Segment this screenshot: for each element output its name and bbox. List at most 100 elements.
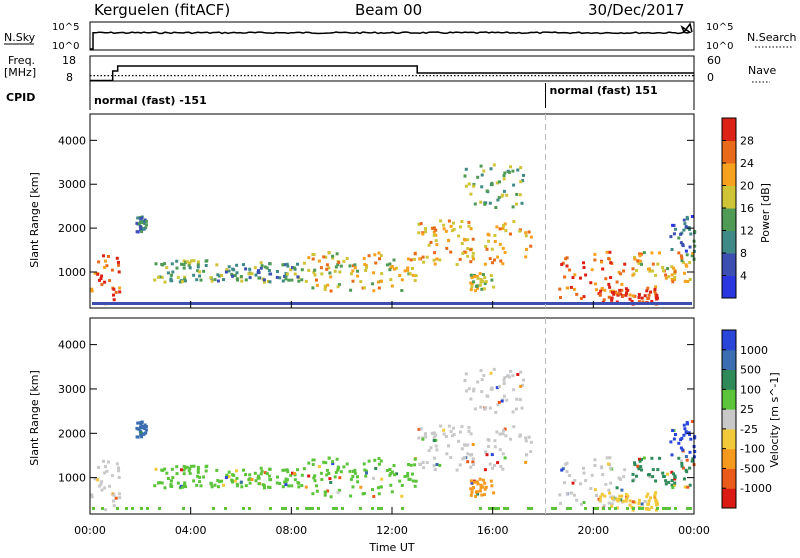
velocity-ground-cell <box>311 507 314 510</box>
power-cell <box>291 266 294 270</box>
power-cell <box>568 268 572 272</box>
velocity-cell <box>287 484 291 488</box>
power-cell <box>609 289 613 293</box>
power-ground-cell <box>548 302 551 305</box>
power-cell <box>364 264 368 268</box>
velocity-cell <box>112 499 115 503</box>
power-cell <box>170 262 174 266</box>
power-cell <box>624 293 628 297</box>
velocity-cell <box>107 460 110 464</box>
power-cell <box>498 227 502 231</box>
power-cell <box>490 247 494 251</box>
power-ground-cell <box>335 302 338 305</box>
velocity-cell <box>220 479 224 483</box>
power-cell <box>608 285 612 289</box>
velocity-ground-cell <box>308 507 311 510</box>
power-cell <box>248 276 252 280</box>
freq-series <box>90 65 694 82</box>
power-cell <box>662 269 665 273</box>
power-ground-cell <box>590 302 593 305</box>
power-cell <box>325 267 329 271</box>
velocity-cell <box>449 456 453 459</box>
power-ground-cell <box>581 302 584 305</box>
power-cell <box>524 255 528 259</box>
power-cell <box>620 282 624 286</box>
velocity-cell <box>460 447 464 451</box>
velocity-cell <box>637 467 641 471</box>
power-cell <box>438 258 442 262</box>
velocity-cell <box>509 369 513 373</box>
velocity-cell <box>608 491 612 495</box>
velocity-cell <box>628 499 632 503</box>
velocity-cell <box>466 460 470 464</box>
power-ground-cell <box>506 302 509 305</box>
power-cell <box>293 266 296 270</box>
power-ground-cell <box>494 302 497 305</box>
velocity-cell <box>262 486 266 490</box>
power-cell <box>257 276 261 280</box>
power-cell <box>231 274 234 278</box>
velocity-cell <box>449 430 453 433</box>
power-cell <box>378 257 381 261</box>
velocity-cell <box>231 473 235 477</box>
velocity-cell <box>658 456 661 460</box>
power-ground-cell <box>188 302 191 305</box>
velocity-ground-cell <box>602 507 605 510</box>
power-cell <box>473 202 477 206</box>
velocity-cell <box>265 472 269 476</box>
power-cell <box>582 261 585 265</box>
power-ground-cell <box>284 302 287 305</box>
power-cell <box>565 264 569 268</box>
power-cell <box>180 262 183 266</box>
velocity-ground-cell <box>284 507 287 510</box>
power-cell <box>482 287 486 291</box>
power-cell <box>640 252 643 256</box>
power-ground-cell <box>587 302 590 305</box>
power-cell <box>630 299 634 303</box>
power-ground-cell <box>497 302 500 305</box>
power-cell <box>690 254 694 258</box>
velocity-colorbar-label: 25 <box>740 403 754 416</box>
power-ground-cell <box>362 302 365 305</box>
power-cell <box>638 252 641 256</box>
power-cell <box>633 255 636 259</box>
power-cell <box>686 280 690 283</box>
power-ground-cell <box>296 302 299 305</box>
power-cell <box>684 225 688 229</box>
velocity-cell <box>248 473 252 477</box>
velocity-cell <box>411 472 414 476</box>
velocity-cell <box>469 453 473 457</box>
velocity-cell <box>674 433 677 436</box>
velocity-cell <box>202 475 206 479</box>
power-cell <box>408 272 412 276</box>
power-cell <box>114 290 118 294</box>
power-cell <box>444 229 448 233</box>
power-ground-cell <box>677 302 680 305</box>
power-cell <box>307 268 311 272</box>
velocity-cell <box>342 465 346 469</box>
power-cell <box>189 259 193 263</box>
power-cell <box>512 220 516 224</box>
velocity-cell <box>337 488 341 492</box>
power-ground-cell <box>440 302 443 305</box>
power-ground-cell <box>641 302 644 305</box>
power-ground-cell <box>125 302 128 305</box>
power-ground-cell <box>164 302 167 305</box>
velocity-ground-cell <box>638 507 641 510</box>
velocity-cell <box>351 475 355 478</box>
power-ground-cell <box>206 302 209 305</box>
velocity-cell <box>469 479 473 483</box>
power-cell <box>104 259 107 263</box>
velocity-ground-cell <box>566 507 569 510</box>
power-cell <box>483 262 487 266</box>
power-ground-cell <box>269 302 272 305</box>
power-cell <box>422 260 426 264</box>
velocity-cell <box>633 500 637 504</box>
velocity-cell <box>690 420 694 423</box>
power-cell <box>242 263 245 267</box>
velocity-cell <box>104 508 108 512</box>
power-cell <box>215 263 219 267</box>
power-ground-cell <box>287 302 290 305</box>
power-cell <box>311 253 315 256</box>
velocity-colorbar-swatch <box>722 488 736 509</box>
